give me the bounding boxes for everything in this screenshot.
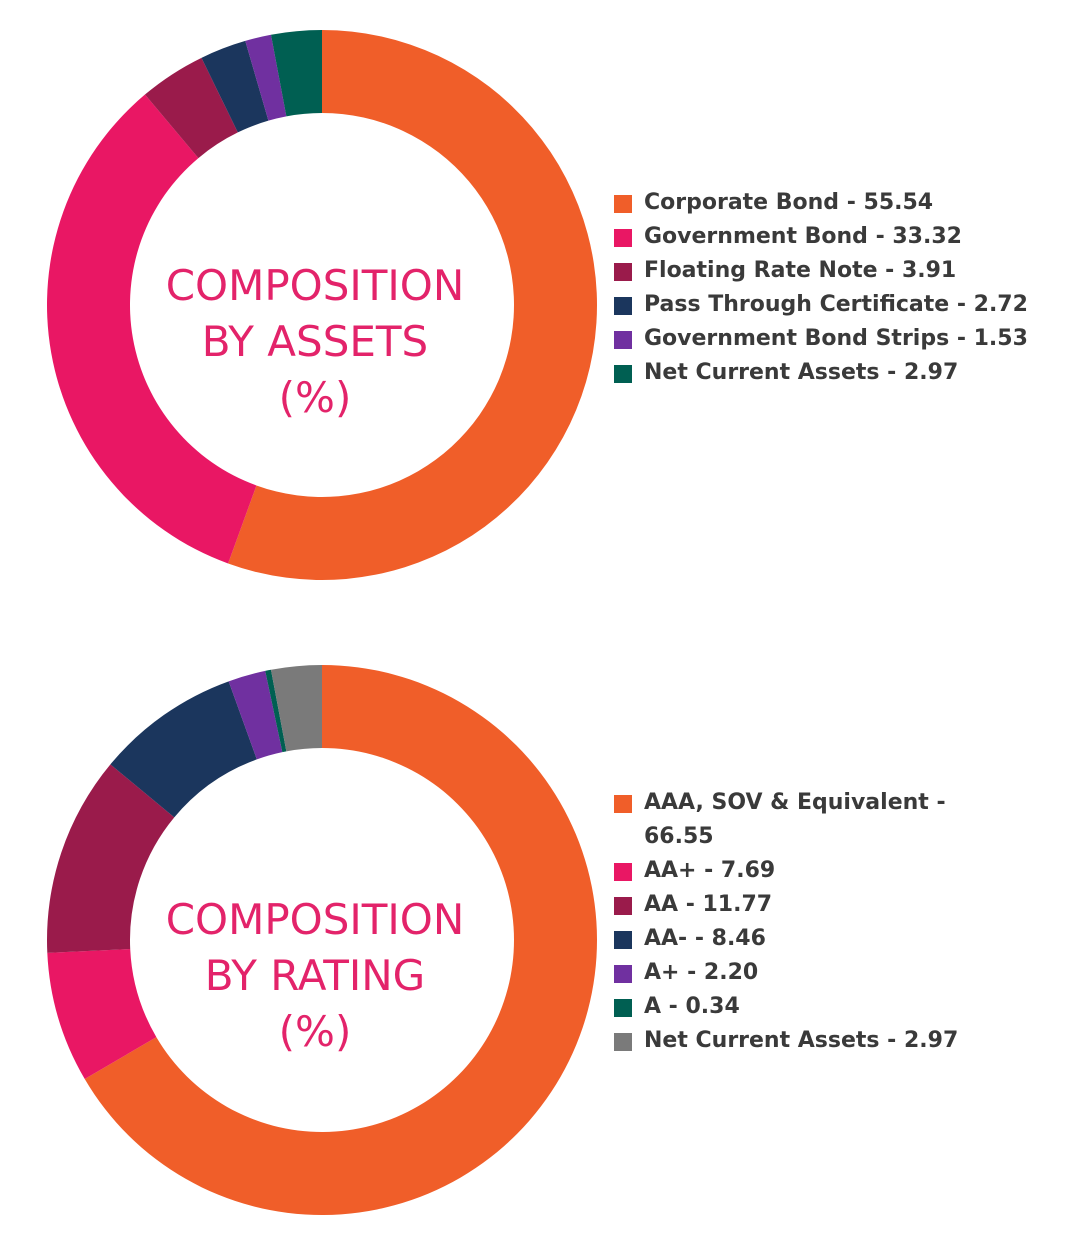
assets-title-line-1: COMPOSITION — [165, 261, 465, 310]
rating-legend: AAA, SOV & Equivalent - 66.55 AA+ - 7.69… — [614, 786, 1074, 1058]
legend-item: A+ - 2.20 — [614, 956, 984, 990]
legend-swatch — [614, 863, 632, 881]
assets-legend: Corporate Bond - 55.54 Government Bond -… — [614, 186, 1074, 390]
legend-swatch — [614, 999, 632, 1017]
legend-label: Government Bond Strips - 1.53 — [644, 326, 1028, 351]
assets-title-line-3: (%) — [278, 373, 352, 422]
legend-swatch — [614, 229, 632, 247]
legend-item: Net Current Assets - 2.97 — [614, 356, 1074, 390]
legend-label: Government Bond - 33.32 — [644, 224, 962, 249]
donut-slice-government-bond-strips — [245, 34, 287, 121]
donut-slice-pass-through-certificate — [201, 40, 269, 133]
legend-label: Corporate Bond - 55.54 — [644, 190, 934, 215]
donut-slice-floating-rate-note — [144, 57, 238, 159]
donut-slice-a — [228, 670, 283, 760]
legend-label: A - 0.34 — [644, 994, 740, 1019]
legend-item: A - 0.34 — [614, 990, 984, 1024]
legend-item: AA- - 8.46 — [614, 922, 984, 956]
legend-item: AA+ - 7.69 — [614, 854, 984, 888]
legend-label: AA+ - 7.69 — [644, 858, 776, 883]
legend-swatch — [614, 195, 632, 213]
rating-chart-title: COMPOSITION BY RATING (%) — [100, 892, 530, 1060]
rating-title-line-2: BY RATING — [204, 951, 426, 1000]
legend-swatch — [614, 297, 632, 315]
legend-swatch — [614, 897, 632, 915]
donut-slice-aa — [110, 681, 257, 818]
legend-label: Net Current Assets - 2.97 — [644, 360, 959, 385]
donut-slice-aa — [46, 764, 175, 953]
rating-donut-chart — [46, 665, 597, 1215]
donut-slice-aaa-sov-equivalent — [84, 665, 597, 1215]
rating-title-line-3: (%) — [278, 1007, 352, 1056]
legend-label: AA- - 8.46 — [644, 926, 766, 951]
legend-swatch — [614, 965, 632, 983]
legend-item: Net Current Assets - 2.97 — [614, 1024, 984, 1058]
legend-item: Corporate Bond - 55.54 — [614, 186, 1074, 220]
legend-item: Floating Rate Note - 3.91 — [614, 254, 1074, 288]
legend-swatch — [614, 331, 632, 349]
donut-slice-aa — [47, 948, 157, 1080]
legend-item: AA - 11.77 — [614, 888, 984, 922]
legend-label: Net Current Assets - 2.97 — [644, 1028, 959, 1053]
legend-item: Government Bond - 33.32 — [614, 220, 1074, 254]
assets-chart-title: COMPOSITION BY ASSETS (%) — [100, 258, 530, 426]
legend-label: AA - 11.77 — [644, 892, 773, 917]
assets-title-line-2: BY ASSETS — [201, 317, 429, 366]
assets-donut-chart — [47, 30, 597, 580]
donut-slice-corporate-bond — [228, 30, 597, 580]
donut-slice-government-bond — [47, 94, 257, 564]
legend-label: A+ - 2.20 — [644, 960, 759, 985]
legend-item: Government Bond Strips - 1.53 — [614, 322, 1074, 356]
legend-swatch — [614, 263, 632, 281]
legend-swatch — [614, 795, 632, 813]
legend-swatch — [614, 1033, 632, 1051]
rating-title-line-1: COMPOSITION — [165, 895, 465, 944]
donut-slice-net-current-assets — [270, 665, 322, 752]
legend-label: Floating Rate Note - 3.91 — [644, 258, 957, 283]
legend-label: Pass Through Certificate - 2.72 — [644, 292, 1028, 317]
donut-slice-net-current-assets — [270, 30, 322, 117]
legend-item: AAA, SOV & Equivalent - 66.55 — [614, 786, 984, 854]
legend-swatch — [614, 931, 632, 949]
legend-swatch — [614, 365, 632, 383]
legend-item: Pass Through Certificate - 2.72 — [614, 288, 1074, 322]
donut-slice-a — [265, 669, 287, 753]
legend-label: AAA, SOV & Equivalent - 66.55 — [644, 790, 946, 849]
